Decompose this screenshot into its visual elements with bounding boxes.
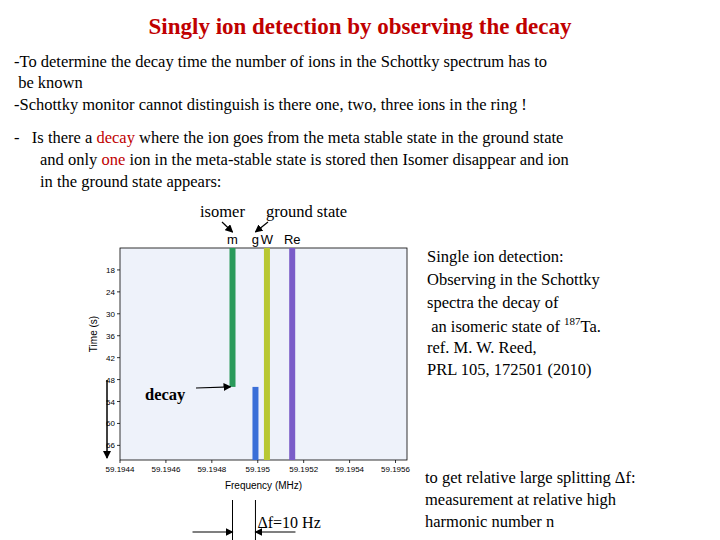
bottom-note: harmonic number n — [425, 512, 554, 532]
y-tick — [117, 335, 120, 336]
x-tick-label: 59.195 — [246, 465, 271, 474]
decay-label: decay — [145, 385, 185, 405]
x-tick — [257, 460, 258, 463]
side-text: Observing in the Schottky — [427, 270, 600, 289]
y-axis-label: Time (s) — [88, 316, 99, 352]
y-tick-label: 30 — [106, 310, 115, 319]
df-bound — [255, 500, 256, 540]
y-tick — [117, 401, 120, 402]
side-line: ref. M. W. Reed, — [427, 338, 537, 358]
y-tick — [117, 313, 120, 314]
bullet-segment: and only — [40, 150, 101, 169]
bullet-segment: be known — [14, 73, 83, 92]
time-arrow — [106, 380, 108, 458]
bullet-segment: where the ion goes from the meta stable … — [135, 128, 563, 147]
trace — [252, 387, 258, 460]
bullet-line: in the ground state appears: — [40, 172, 221, 192]
title: Singly ion detection by observing the de… — [0, 14, 720, 40]
trace-label: W — [261, 232, 274, 247]
x-tick — [349, 460, 350, 463]
isomer-label: isomer — [200, 202, 245, 222]
x-tick-label: 59.1956 — [381, 465, 410, 474]
y-tick-label: 24 — [106, 288, 115, 297]
bullet-line: -To determine the decay time the number … — [14, 52, 547, 72]
x-tick-label: 59.1952 — [289, 465, 318, 474]
y-tick — [117, 291, 120, 292]
y-tick-label: 42 — [106, 354, 115, 363]
df-bound — [232, 500, 233, 540]
x-tick — [120, 460, 121, 463]
bullet-line: - Is there a decay where the ion goes fr… — [14, 128, 563, 148]
bullet-segment: ion in the meta-stable state is stored t… — [125, 150, 569, 169]
x-tick-label: 59.1946 — [151, 465, 180, 474]
side-text: an isomeric state of — [427, 317, 564, 336]
y-tick — [117, 269, 120, 270]
side-line: PRL 105, 172501 (2010) — [427, 360, 591, 380]
bottom-note: measurement at relative high — [425, 490, 616, 510]
y-tick-label: 18 — [106, 266, 115, 275]
x-tick — [211, 460, 212, 463]
bullet-segment: - Is there a — [14, 128, 96, 147]
trace-label: Re — [284, 232, 301, 247]
df-arrow — [193, 531, 233, 532]
ground-arrow — [255, 222, 268, 232]
bullet-segment: decay — [96, 128, 134, 147]
y-tick — [117, 445, 120, 446]
x-tick-label: 59.1944 — [106, 465, 135, 474]
bullet-line: -Schottky monitor cannot distinguish is … — [14, 95, 527, 115]
traces — [230, 248, 296, 460]
decay-arrow — [196, 387, 231, 388]
spectrogram: mgWRe18243036424854606659.194459.194659.… — [0, 0, 720, 540]
bullet-segment: -Schottky monitor cannot distinguish is … — [14, 95, 527, 114]
side-line: spectra the decay of — [427, 293, 558, 313]
side-heading: Single ion detection: — [427, 247, 564, 267]
y-tick-label: 36 — [106, 332, 115, 341]
x-axis-label: Frequency (MHz) — [225, 480, 302, 491]
bullet-segment: -To determine the decay time the number … — [14, 52, 547, 71]
df-arrow — [255, 531, 295, 532]
x-tick — [165, 460, 166, 463]
side-text: ref. M. W. Reed, — [427, 338, 537, 357]
y-tick — [117, 423, 120, 424]
bullet-segment: in the ground state appears: — [40, 172, 221, 191]
side-line: an isomeric state of 187Ta. — [427, 315, 601, 337]
side-text: spectra the decay of — [427, 293, 558, 312]
superscript: 187 — [564, 315, 581, 327]
ground-label: ground state — [266, 202, 347, 222]
y-tick — [117, 357, 120, 358]
trace — [230, 248, 236, 387]
bullet-line: and only one ion in the meta-stable stat… — [40, 150, 569, 170]
side-line: Observing in the Schottky — [427, 270, 600, 290]
trace — [264, 248, 270, 460]
trace-label: g — [252, 232, 259, 247]
x-tick-label: 59.1954 — [335, 465, 364, 474]
plot-frame — [120, 248, 407, 460]
side-text: Ta. — [581, 317, 601, 336]
bottom-note: to get relative large splitting Δf: — [425, 468, 636, 488]
x-tick — [303, 460, 304, 463]
delta-f-label: Δf=10 Hz — [257, 514, 320, 532]
side-text: PRL 105, 172501 (2010) — [427, 360, 591, 379]
x-tick — [395, 460, 396, 463]
trace — [289, 248, 295, 460]
isomer-arrow — [222, 222, 233, 232]
x-tick-label: 59.1948 — [197, 465, 226, 474]
bullet-line: be known — [14, 73, 83, 93]
bullet-segment: one — [101, 150, 125, 169]
trace-label: m — [227, 232, 238, 247]
slide: Singly ion detection by observing the de… — [0, 0, 720, 540]
y-tick — [117, 379, 120, 380]
